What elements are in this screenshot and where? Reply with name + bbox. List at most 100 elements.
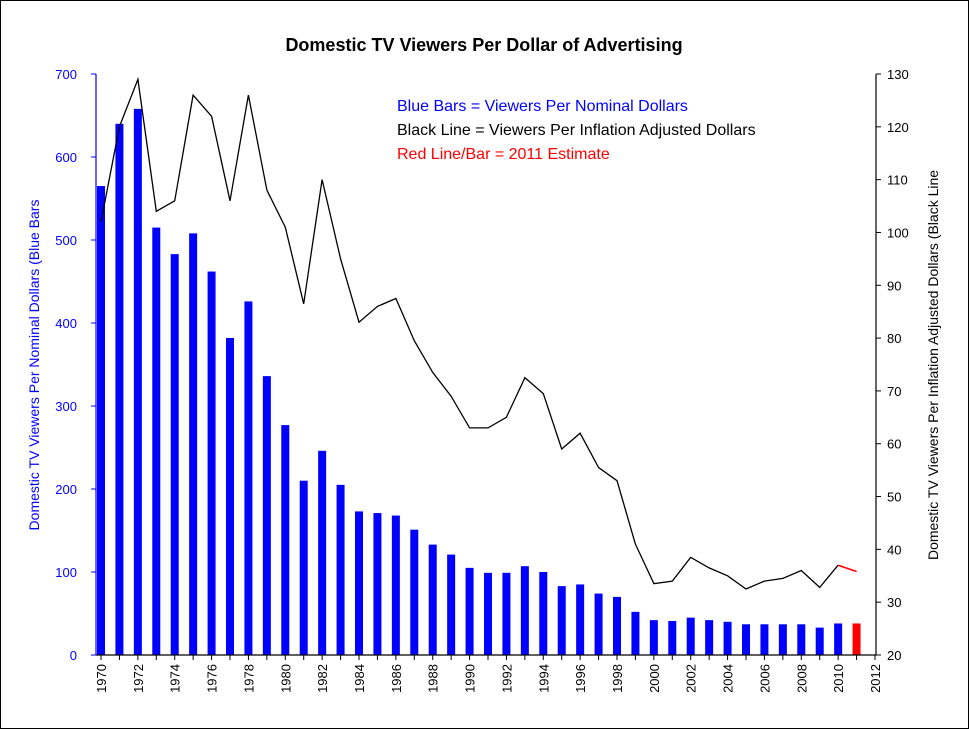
chart-title: Domestic TV Viewers Per Dollar of Advert… <box>285 35 682 55</box>
bar-1975 <box>189 233 198 656</box>
bar-1973 <box>152 227 161 656</box>
x-tick-label: 2000 <box>647 664 662 693</box>
x-tick-label: 1984 <box>352 664 367 693</box>
bar-2010 <box>834 623 843 655</box>
x-tick-label: 2008 <box>794 664 809 693</box>
bar-1985 <box>373 513 382 655</box>
right-tick-label: 40 <box>887 542 901 557</box>
bar-2003 <box>705 620 714 655</box>
x-tick-label: 1974 <box>168 664 183 693</box>
bar-1998 <box>613 596 621 655</box>
left-tick-label: 700 <box>55 67 77 82</box>
right-tick-label: 60 <box>887 437 901 452</box>
bar-1994 <box>539 572 548 655</box>
bar-1978 <box>244 301 253 655</box>
right-tick-label: 20 <box>887 648 901 663</box>
estimate-line-group <box>837 564 857 573</box>
x-tick-label: 1986 <box>389 664 404 693</box>
bar-1971 <box>115 123 124 656</box>
left-tick-label: 600 <box>55 150 77 165</box>
right-tick-label: 100 <box>887 225 909 240</box>
x-tick-label: 1976 <box>205 664 220 693</box>
x-tick-label: 1982 <box>315 664 330 693</box>
bar-2008 <box>797 624 806 655</box>
estimate-bar-2011 <box>852 623 861 655</box>
right-tick-label: 120 <box>887 120 909 135</box>
bar-1981 <box>299 480 308 655</box>
x-tick-label: 1996 <box>573 664 588 693</box>
bar-series <box>97 108 843 656</box>
x-tick-label: 1978 <box>241 664 256 693</box>
legend-black-line: Black Line = Viewers Per Inflation Adjus… <box>397 122 756 139</box>
bar-1976 <box>207 271 216 655</box>
x-tick-label: 1980 <box>278 664 293 693</box>
legend-red-estimate: Red Line/Bar = 2011 Estimate <box>397 146 610 163</box>
legend-blue-bars: Blue Bars = Viewers Per Nominal Dollars <box>397 98 688 115</box>
x-tick-label: 1972 <box>131 664 146 693</box>
legend: Blue Bars = Viewers Per Nominal Dollars … <box>397 98 756 163</box>
estimate-line <box>837 564 857 573</box>
bar-1970 <box>97 186 105 656</box>
left-tick-label: 300 <box>55 399 77 414</box>
bar-2004 <box>723 621 732 655</box>
bar-1984 <box>355 511 363 655</box>
right-tick-label: 130 <box>887 67 909 82</box>
x-axis-ticks: 1970 1972 1974 1976 1978 1980 1982 1984 1986 1988… <box>94 655 883 693</box>
right-tick-label: 30 <box>887 595 901 610</box>
bar-1995 <box>557 586 566 655</box>
bar-1999 <box>631 611 640 655</box>
bar-1988 <box>428 544 437 655</box>
left-axis-title: Domestic TV Viewers Per Nominal Dollars … <box>26 200 42 531</box>
x-tick-label: 1992 <box>499 664 514 693</box>
x-tick-label: 1970 <box>94 664 109 693</box>
bar-2002 <box>686 617 695 655</box>
right-tick-label: 50 <box>887 490 901 505</box>
bar-1974 <box>170 254 179 656</box>
bar-1992 <box>502 572 511 655</box>
line-series <box>100 76 839 590</box>
left-axis-ticks: 0 100 200 300 400 500 600 700 <box>55 67 96 663</box>
bar-1972 <box>133 108 142 656</box>
x-tick-label: 2006 <box>757 664 772 693</box>
bar-1979 <box>262 376 271 655</box>
bar-1997 <box>594 593 603 655</box>
estimate-bar-group <box>852 623 861 655</box>
bar-2001 <box>668 620 677 655</box>
x-tick-label: 1988 <box>426 664 441 693</box>
bar-1989 <box>447 554 456 655</box>
bar-1977 <box>226 337 234 655</box>
left-tick-label: 0 <box>70 648 77 663</box>
right-tick-label: 70 <box>887 384 901 399</box>
left-tick-label: 100 <box>55 565 77 580</box>
x-tick-label: 2012 <box>868 664 883 693</box>
right-tick-label: 110 <box>887 173 908 188</box>
bar-1982 <box>318 450 327 655</box>
bar-1987 <box>410 529 419 655</box>
x-tick-label: 1994 <box>536 664 551 693</box>
bar-2006 <box>760 624 769 655</box>
bar-1993 <box>520 566 529 655</box>
bar-1991 <box>484 572 492 655</box>
bar-2007 <box>778 624 787 655</box>
right-tick-label: 80 <box>887 331 901 346</box>
bar-2009 <box>815 627 824 655</box>
x-tick-label: 2010 <box>831 664 846 693</box>
left-tick-label: 400 <box>55 316 77 331</box>
inflation-adjusted-line <box>100 76 839 590</box>
right-tick-label: 90 <box>887 278 901 293</box>
bar-1986 <box>391 515 400 655</box>
left-tick-label: 200 <box>55 482 77 497</box>
bar-1996 <box>576 584 585 655</box>
bar-1980 <box>281 425 290 655</box>
x-tick-label: 2004 <box>721 664 736 693</box>
x-tick-label: 1998 <box>610 664 625 693</box>
bar-1983 <box>336 484 345 655</box>
x-tick-label: 1990 <box>463 664 478 693</box>
right-axis-title: Domestic TV Viewers Per Inflation Adjust… <box>925 170 941 560</box>
x-tick-label: 2002 <box>684 664 699 693</box>
right-axis-ticks: 20 30 40 50 60 70 80 90 100 110 120 130 <box>876 67 909 663</box>
left-tick-label: 500 <box>55 233 77 248</box>
bar-2005 <box>742 624 750 655</box>
bar-1990 <box>465 567 474 655</box>
